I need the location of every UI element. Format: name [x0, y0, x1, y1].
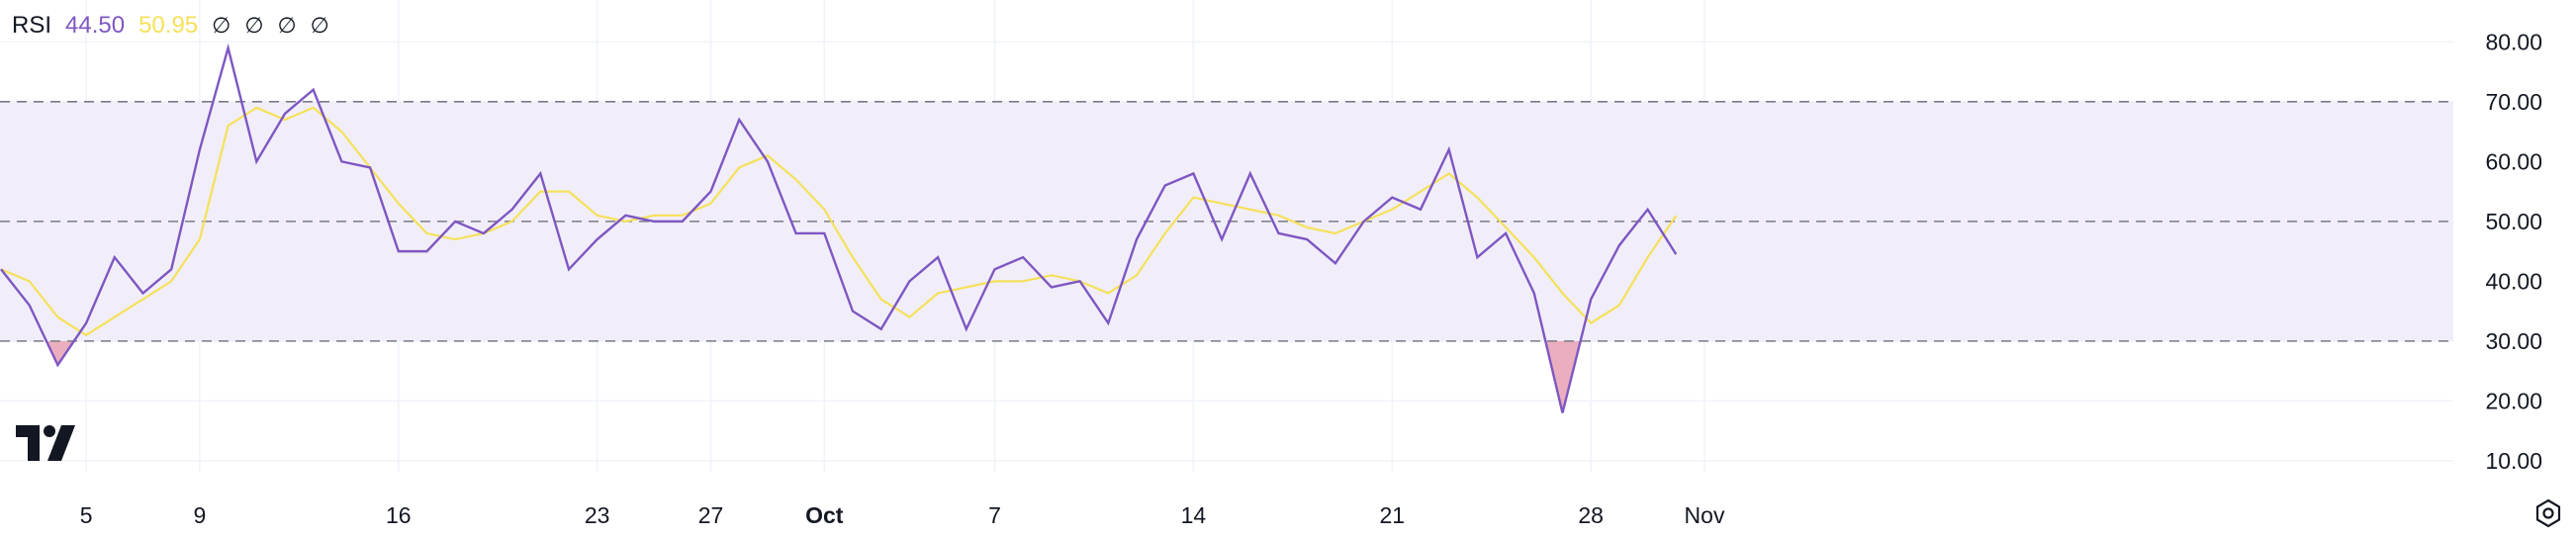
oversold-fill	[1545, 340, 1581, 413]
x-tick-label: Oct	[805, 502, 844, 528]
empty-value: ∅	[277, 13, 297, 38]
x-tick-label: 14	[1181, 502, 1207, 528]
empty-value: ∅	[212, 13, 231, 38]
indicator-name[interactable]: RSI	[12, 12, 52, 39]
x-tick-label: 28	[1578, 502, 1604, 528]
empty-value: ∅	[310, 13, 329, 38]
x-tick-label: 27	[698, 502, 724, 528]
y-tick-label: 50.00	[2485, 209, 2542, 234]
rsi-ma-line	[0, 106, 1678, 337]
oversold-fill-area	[46, 340, 1581, 413]
y-tick-label: 20.00	[2485, 388, 2542, 413]
x-tick-label: 21	[1380, 502, 1406, 528]
y-tick-label: 60.00	[2485, 148, 2542, 174]
oversold-fill	[46, 340, 74, 366]
indicator-legend[interactable]: RSI 44.50 50.95 ∅ ∅ ∅ ∅	[12, 12, 329, 40]
y-tick-label: 40.00	[2485, 268, 2542, 294]
rsi-line	[0, 43, 1678, 413]
price-axis: 80.00 70.00 60.00 50.00 40.00 30.00 20.00 10.00	[2485, 29, 2542, 474]
x-tick-label: 16	[386, 502, 412, 528]
empty-value: ∅	[244, 13, 264, 38]
y-tick-label: 70.00	[2485, 89, 2542, 115]
y-tick-label: 30.00	[2485, 328, 2542, 354]
gear-icon[interactable]	[2532, 497, 2564, 534]
y-tick-label: 10.00	[2485, 448, 2542, 474]
x-tick-label: 7	[988, 502, 1001, 528]
rsi-ma-value: 50.95	[138, 12, 199, 39]
x-tick-label: Nov	[1685, 502, 1725, 528]
x-tick-label: 5	[80, 502, 93, 528]
x-tick-label: 23	[585, 502, 610, 528]
time-axis: 5 9 16 23 27 Oct 7 14 21 28 Nov	[80, 502, 1725, 528]
tradingview-logo-icon[interactable]	[16, 425, 79, 466]
band-lines	[0, 101, 2453, 342]
rsi-value: 44.50	[65, 12, 126, 39]
x-tick-label: 9	[194, 502, 207, 528]
y-tick-label: 80.00	[2485, 29, 2542, 54]
